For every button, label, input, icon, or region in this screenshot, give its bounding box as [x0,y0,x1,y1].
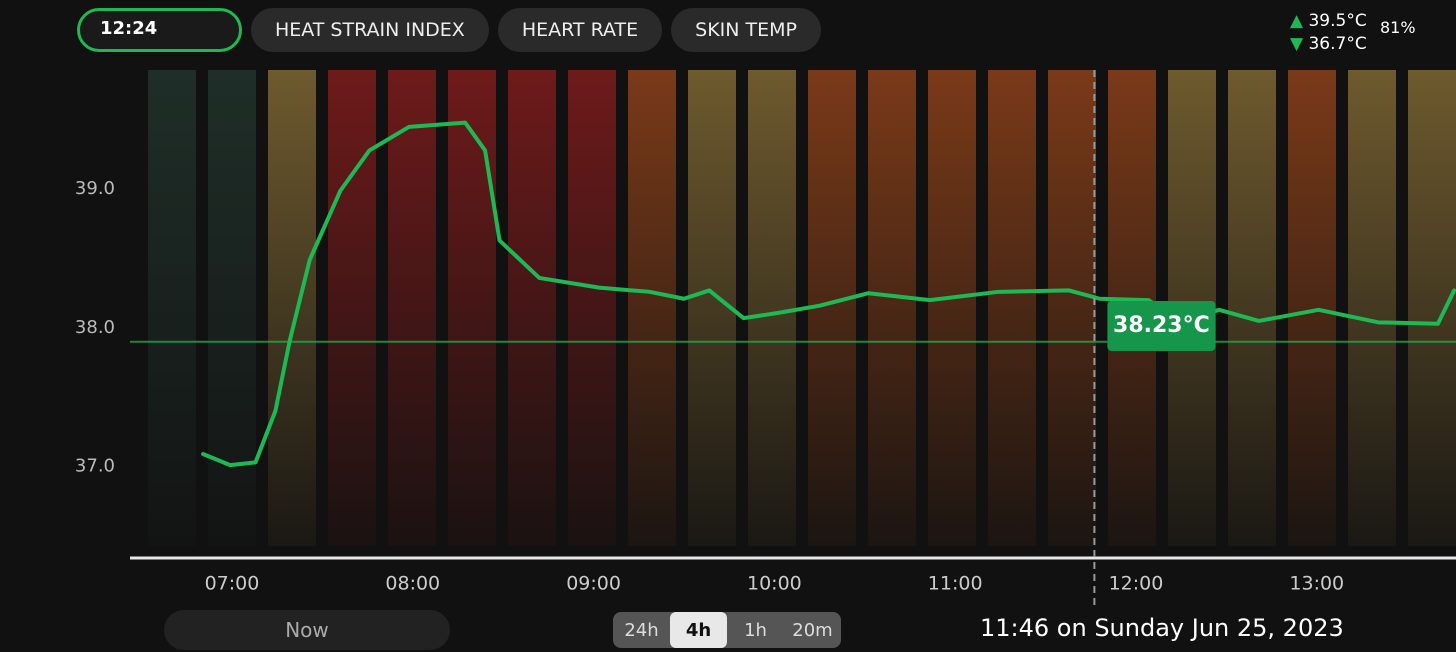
cursor-badge [1107,300,1216,351]
stat-low: ▼ 36.7°C [1290,34,1367,54]
battery: 81% [1380,18,1416,37]
stats: ▲ 39.5°C ▼ 36.7°C [1290,10,1367,56]
range-selector: 24h 4h 1h 20m [613,612,841,648]
x-tick-label: 12:00 [1109,573,1164,595]
timestamp: 11:46 on Sunday Jun 25, 2023 [980,614,1344,642]
range-button[interactable]: 20m [792,619,833,641]
cursor-label: 38.23°C [1113,313,1210,338]
tab[interactable]: HEAT STRAIN INDEX [250,8,489,52]
tab[interactable]: SKIN TEMP [671,8,821,52]
y-tick-label: 39.0 [75,178,115,199]
x-tick-label: 09:00 [566,573,621,595]
stat-high: ▲ 39.5°C [1290,11,1367,31]
stat-high-value: 39.5°C [1308,11,1367,31]
y-tick-label: 37.0 [75,456,115,477]
x-tick-label: 10:00 [747,573,802,595]
x-tick-label: 07:00 [205,573,260,595]
tab[interactable]: CORE TEMP [77,8,242,52]
range-button[interactable]: 24h [624,619,659,641]
x-tick-label: 08:00 [385,573,440,595]
status-time: 12:24 [100,18,158,39]
stat-low-value: 36.7°C [1308,34,1367,54]
now-button[interactable]: Now [164,610,450,650]
range-button[interactable]: 1h [744,619,767,641]
x-tick-label: 13:00 [1289,573,1344,595]
x-tick-label: 11:00 [928,573,983,595]
tab[interactable]: HEART RATE [497,8,663,52]
y-tick-label: 38.0 [75,317,115,338]
fade-overlay [130,70,1456,546]
range-button[interactable]: 4h [670,612,727,648]
